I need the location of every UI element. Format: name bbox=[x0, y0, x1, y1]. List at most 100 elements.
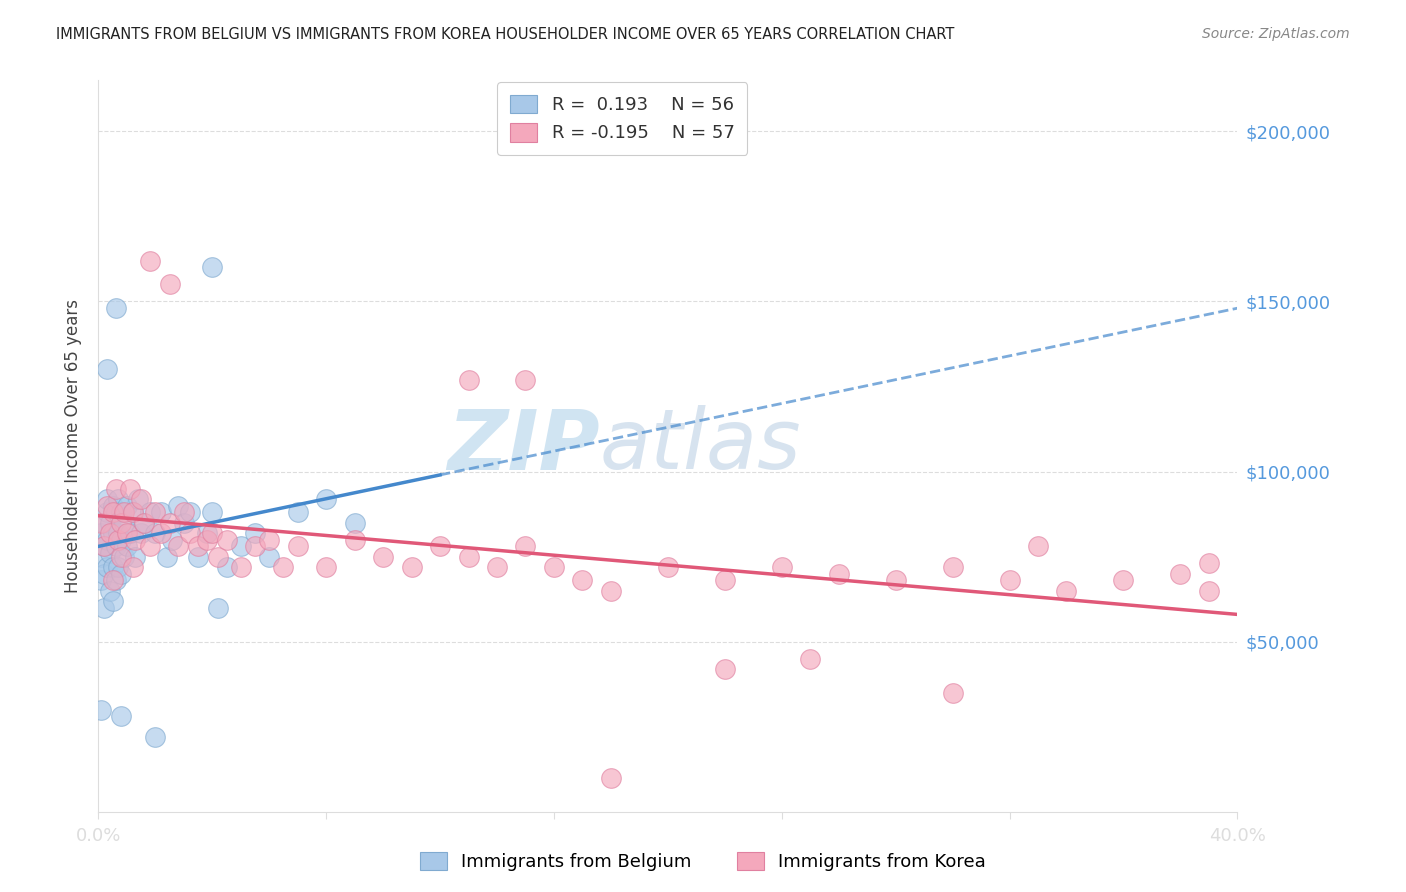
Point bbox=[129, 525, 152, 540]
Point bbox=[129, 491, 152, 506]
Point bbox=[90, 549, 112, 564]
Point bbox=[287, 505, 309, 519]
Point bbox=[515, 540, 537, 554]
Point bbox=[118, 525, 141, 540]
Point bbox=[600, 583, 623, 598]
Point bbox=[401, 559, 423, 574]
Point bbox=[457, 373, 479, 387]
Point bbox=[90, 525, 112, 540]
Y-axis label: Householder Income Over 65 years: Householder Income Over 65 years bbox=[63, 299, 82, 593]
Point bbox=[162, 533, 184, 547]
Point bbox=[215, 559, 238, 574]
Point bbox=[145, 730, 167, 744]
Point bbox=[1112, 574, 1135, 588]
Point bbox=[107, 533, 129, 547]
Point bbox=[121, 559, 143, 574]
Point bbox=[145, 505, 167, 519]
Point bbox=[259, 549, 281, 564]
Point bbox=[1026, 540, 1049, 554]
Point bbox=[93, 600, 115, 615]
Point bbox=[104, 574, 127, 588]
Point bbox=[101, 499, 124, 513]
Point bbox=[115, 499, 138, 513]
Point bbox=[543, 559, 565, 574]
Point bbox=[121, 505, 143, 519]
Point bbox=[799, 651, 821, 665]
Point bbox=[127, 491, 149, 506]
Point bbox=[96, 499, 118, 513]
Point bbox=[187, 549, 209, 564]
Point bbox=[187, 540, 209, 554]
Point bbox=[259, 533, 281, 547]
Point bbox=[121, 505, 143, 519]
Point bbox=[110, 505, 132, 519]
Point bbox=[90, 703, 112, 717]
Point bbox=[156, 549, 179, 564]
Point bbox=[138, 253, 160, 268]
Point bbox=[195, 533, 218, 547]
Point bbox=[571, 574, 593, 588]
Point bbox=[167, 540, 190, 554]
Point bbox=[124, 549, 146, 564]
Text: atlas: atlas bbox=[599, 406, 801, 486]
Point bbox=[1170, 566, 1192, 581]
Point bbox=[229, 559, 252, 574]
Point bbox=[104, 482, 127, 496]
Point bbox=[104, 540, 127, 554]
Point bbox=[90, 516, 112, 530]
Point bbox=[657, 559, 679, 574]
Text: Source: ZipAtlas.com: Source: ZipAtlas.com bbox=[1202, 27, 1350, 41]
Point bbox=[98, 583, 121, 598]
Point bbox=[110, 709, 132, 723]
Point bbox=[315, 491, 337, 506]
Point bbox=[104, 301, 127, 316]
Point bbox=[96, 491, 118, 506]
Text: ZIP: ZIP bbox=[447, 406, 599, 486]
Point bbox=[112, 516, 135, 530]
Point bbox=[207, 549, 229, 564]
Point bbox=[515, 373, 537, 387]
Point bbox=[287, 540, 309, 554]
Point bbox=[145, 525, 167, 540]
Point bbox=[173, 516, 195, 530]
Point bbox=[93, 540, 115, 554]
Point bbox=[132, 516, 155, 530]
Point bbox=[93, 566, 115, 581]
Point bbox=[373, 549, 395, 564]
Point bbox=[243, 525, 266, 540]
Point bbox=[101, 594, 124, 608]
Point bbox=[110, 566, 132, 581]
Point bbox=[90, 574, 112, 588]
Point bbox=[207, 600, 229, 615]
Point bbox=[159, 277, 181, 292]
Point bbox=[343, 516, 366, 530]
Point bbox=[93, 540, 115, 554]
Point bbox=[201, 505, 224, 519]
Point bbox=[96, 559, 118, 574]
Point bbox=[201, 525, 224, 540]
Point bbox=[229, 540, 252, 554]
Text: IMMIGRANTS FROM BELGIUM VS IMMIGRANTS FROM KOREA HOUSEHOLDER INCOME OVER 65 YEAR: IMMIGRANTS FROM BELGIUM VS IMMIGRANTS FR… bbox=[56, 27, 955, 42]
Legend: Immigrants from Belgium, Immigrants from Korea: Immigrants from Belgium, Immigrants from… bbox=[412, 845, 994, 879]
Point bbox=[600, 771, 623, 785]
Point bbox=[138, 540, 160, 554]
Point bbox=[101, 574, 124, 588]
Point bbox=[179, 525, 201, 540]
Point bbox=[110, 516, 132, 530]
Point bbox=[101, 505, 124, 519]
Point bbox=[115, 540, 138, 554]
Point bbox=[201, 260, 224, 275]
Point bbox=[243, 540, 266, 554]
Point bbox=[828, 566, 851, 581]
Point bbox=[96, 533, 118, 547]
Point bbox=[98, 546, 121, 560]
Point bbox=[714, 574, 737, 588]
Point bbox=[167, 499, 190, 513]
Point bbox=[150, 505, 173, 519]
Point bbox=[315, 559, 337, 574]
Point bbox=[110, 549, 132, 564]
Point bbox=[124, 533, 146, 547]
Point bbox=[884, 574, 907, 588]
Point bbox=[429, 540, 451, 554]
Point bbox=[96, 362, 118, 376]
